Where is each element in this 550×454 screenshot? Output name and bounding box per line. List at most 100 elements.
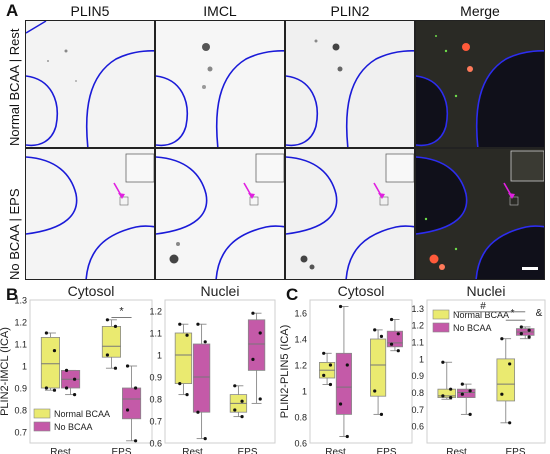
chart-title: Nuclei bbox=[201, 283, 240, 299]
scale-bar bbox=[522, 267, 538, 270]
data-point bbox=[64, 386, 69, 390]
y-tick-label: 1.3 bbox=[14, 296, 27, 306]
column-title-merge: Merge bbox=[460, 3, 500, 19]
data-point bbox=[396, 332, 400, 336]
y-tick-label: 0.8 bbox=[14, 406, 27, 416]
legend-swatch-no-bcaa bbox=[432, 322, 450, 333]
data-point bbox=[373, 389, 377, 393]
significance-marker: # bbox=[480, 301, 486, 312]
box bbox=[101, 326, 121, 358]
data-point bbox=[240, 399, 244, 403]
column-title-imcl: IMCL bbox=[203, 3, 237, 19]
x-tick-label: EPS bbox=[111, 447, 131, 454]
data-point bbox=[460, 392, 464, 396]
box bbox=[247, 319, 266, 371]
data-point bbox=[251, 311, 255, 315]
y-tick-label: 1.1 bbox=[14, 340, 27, 350]
data-point bbox=[500, 337, 504, 341]
plot-frame bbox=[309, 299, 413, 444]
data-point bbox=[133, 439, 138, 443]
panel-b-letter: B bbox=[6, 285, 19, 304]
legend-swatch-no-bcaa bbox=[33, 421, 51, 432]
data-point bbox=[52, 349, 57, 353]
column-title-plin2: PLIN2 bbox=[330, 3, 370, 19]
micrograph-merge-rest bbox=[415, 20, 545, 148]
plot-frame bbox=[426, 299, 546, 444]
y-tick-label: 0.7 bbox=[14, 428, 27, 438]
data-point bbox=[203, 340, 207, 344]
data-point bbox=[44, 331, 49, 335]
legend-label: Normal BCAA bbox=[54, 409, 110, 419]
data-point bbox=[328, 382, 333, 387]
data-point bbox=[322, 373, 326, 377]
panel-a-letter: A bbox=[6, 1, 19, 20]
legend-label: No BCAA bbox=[453, 323, 492, 333]
x-tick-label: EPS bbox=[505, 447, 525, 454]
data-point bbox=[345, 434, 349, 439]
y-tick-label: 0.9 bbox=[411, 371, 424, 381]
y-tick-label: 0.6 bbox=[149, 439, 162, 449]
data-point bbox=[196, 410, 200, 414]
data-point bbox=[233, 384, 237, 388]
data-point bbox=[178, 322, 182, 326]
box bbox=[122, 387, 142, 420]
y-tick-label: 0.8 bbox=[149, 395, 162, 405]
data-point bbox=[508, 362, 512, 366]
box bbox=[496, 358, 516, 402]
box-plot-charts: Cytosol 0.7 0.8 0.9 1 1.1 1.2 1.3 PLIN2-IMCL (IC… bbox=[0, 283, 546, 454]
data-point bbox=[379, 412, 384, 416]
y-tick-label: 0.9 bbox=[14, 384, 27, 394]
data-point bbox=[449, 395, 453, 400]
data-point bbox=[460, 382, 464, 386]
data-point bbox=[508, 421, 512, 425]
box bbox=[456, 388, 476, 398]
data-point bbox=[258, 397, 262, 401]
box bbox=[386, 330, 403, 348]
data-point bbox=[125, 408, 130, 412]
data-point bbox=[441, 360, 445, 364]
y-tick-label: 1.1 bbox=[411, 338, 424, 348]
significance-marker: * bbox=[119, 306, 124, 318]
data-point bbox=[185, 393, 189, 397]
y-tick-label: 1 bbox=[157, 351, 162, 361]
panel-c-letter: C bbox=[286, 285, 299, 304]
data-point bbox=[72, 377, 77, 381]
box bbox=[40, 337, 60, 389]
data-point bbox=[449, 387, 453, 391]
chart-title: Cytosol bbox=[68, 283, 115, 299]
data-point bbox=[185, 333, 189, 337]
data-point bbox=[468, 412, 472, 416]
y-tick-label: 0.7 bbox=[411, 405, 424, 415]
y-tick-label: 1 bbox=[302, 387, 307, 397]
column-title-plin5: PLIN5 bbox=[70, 3, 110, 19]
box bbox=[370, 338, 387, 397]
data-point bbox=[105, 318, 110, 322]
data-point bbox=[468, 389, 472, 393]
y-tick-label: 1.2 bbox=[149, 307, 162, 317]
row-label-normal-rest: Normal BCAA | Rest bbox=[7, 28, 22, 146]
box bbox=[174, 332, 193, 384]
y-tick-label: 0.8 bbox=[411, 388, 424, 398]
y-tick-label: 1.2 bbox=[14, 318, 27, 328]
data-point bbox=[133, 386, 138, 390]
data-point bbox=[72, 393, 77, 397]
data-point bbox=[338, 402, 343, 406]
significance-marker: & bbox=[536, 308, 543, 319]
data-point bbox=[389, 342, 394, 346]
plot-frame bbox=[164, 299, 276, 444]
data-point bbox=[251, 357, 255, 361]
data-point bbox=[396, 349, 400, 353]
data-point bbox=[500, 392, 504, 396]
x-tick-label: Rest bbox=[325, 447, 346, 454]
data-point bbox=[373, 328, 377, 332]
data-point bbox=[322, 351, 326, 355]
y-tick-label: 1 bbox=[419, 354, 424, 364]
data-point bbox=[258, 331, 262, 335]
data-point bbox=[527, 328, 531, 332]
data-point bbox=[64, 368, 69, 372]
y-tick-label: 1.1 bbox=[149, 329, 162, 339]
data-point bbox=[519, 325, 523, 329]
y-tick-label: 0.9 bbox=[149, 373, 162, 383]
legend-swatch-normal-bcaa bbox=[432, 309, 450, 320]
data-point bbox=[125, 364, 130, 368]
